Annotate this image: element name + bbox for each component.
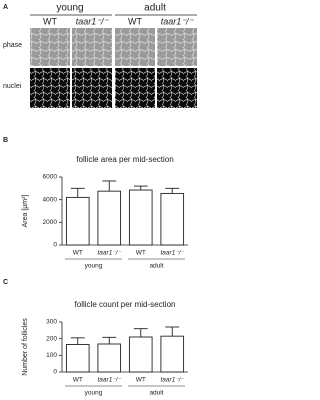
panel-label: C [3,279,8,286]
bar [97,190,122,246]
group-label: adult [144,3,166,14]
micrograph [72,28,112,66]
chart-title: follicle count per mid-section [75,300,176,309]
x-tick-label: taar1⁻/⁻ [161,377,185,384]
x-tick-label: taar1⁻/⁻ [98,250,122,257]
bar [97,343,122,373]
x-tick-label: WT [136,377,146,384]
x-tick-label: WT [136,250,146,257]
x-tick-label: WT [73,377,83,384]
row-label: nuclei [3,83,22,90]
y-tick-label: 100 [46,352,57,359]
row-label: phase [3,42,22,49]
column-label: taar1⁻/⁻ [161,16,195,26]
column-label: WT [128,16,142,26]
group-label: adult [149,263,163,270]
y-tick-label: 6000 [43,174,58,181]
y-tick-label: 300 [46,319,57,326]
column-label: WT [43,16,57,26]
bar [160,192,185,246]
group-label: adult [149,390,163,397]
y-tick-label: 2000 [43,219,58,226]
chart-title: follicle area per mid-section [76,155,173,164]
figure: A young adult WT taar1⁻/⁻ WT taar1⁻/⁻ ph… [3,3,197,397]
column-label: taar1⁻/⁻ [76,16,110,26]
group-label: young [56,3,83,14]
x-tick-label: taar1⁻/⁻ [98,377,122,384]
group-label: young [85,390,103,397]
group-label: young [85,263,103,270]
micrograph [115,28,155,66]
micrograph [30,28,70,66]
panel-label: A [3,4,8,11]
micrograph [157,28,197,66]
y-axis-label: Number of follicles [22,318,29,376]
micrograph [157,68,197,108]
bar [160,335,185,373]
bar [128,189,153,246]
bar [128,336,153,373]
bar [65,344,90,373]
bar [65,196,90,246]
micrograph [115,68,155,108]
x-tick-label: WT [73,250,83,257]
y-tick-label: 0 [53,242,57,249]
micrograph [72,68,112,108]
y-tick-label: 4000 [43,196,58,203]
y-tick-label: 200 [46,335,57,342]
panel-label: B [3,137,8,144]
micrograph [30,68,70,108]
y-tick-label: 0 [53,369,57,376]
x-tick-label: taar1⁻/⁻ [161,250,185,257]
y-axis-label: Area [µm²] [22,195,29,228]
